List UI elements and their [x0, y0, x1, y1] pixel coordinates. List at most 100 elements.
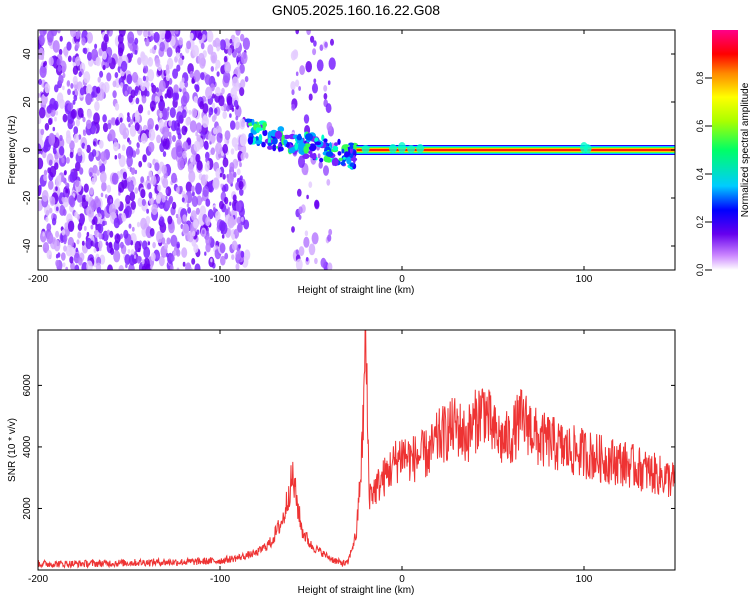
heatmap-cell: [296, 135, 302, 141]
heatmap-cell: [197, 52, 205, 65]
heatmap-cell: [118, 265, 124, 270]
heatmap-cell: [176, 111, 183, 123]
heatmap-cell: [94, 101, 100, 112]
heatmap-cell: [140, 217, 147, 230]
heatmap-cell: [84, 145, 88, 150]
heatmap-cell: [49, 97, 57, 110]
heatmap-cell: [43, 144, 48, 153]
snr-frame: [37, 329, 676, 571]
heatmap-cell: [130, 52, 134, 59]
heatmap-cell: [126, 146, 134, 159]
heatmap-cell: [291, 89, 295, 96]
heatmap-cell: [244, 152, 249, 159]
x-tick-label: -200: [28, 574, 48, 585]
heatmap-cell: [224, 130, 231, 141]
heatmap-cell: [226, 95, 233, 106]
heatmap-cell: [298, 206, 303, 215]
heatmap-cell: [291, 226, 295, 233]
heatmap-cell: [75, 31, 80, 40]
heatmap-cell: [38, 157, 44, 170]
heatmap-cell: [129, 124, 137, 137]
heatmap-cell: [175, 45, 181, 55]
heatmap-cell: [303, 236, 310, 248]
heatmap-cell: [238, 244, 241, 249]
heatmap-cell: [155, 124, 159, 131]
heatmap-cell: [119, 241, 124, 249]
heatmap-cell: [135, 97, 140, 105]
heatmap-cell: [70, 261, 75, 270]
snr-panel: -200 -100 0 100 2000 4000 6000 Height of stra…: [7, 329, 676, 596]
heatmap-cell: [128, 223, 132, 229]
heatmap-cell: [61, 229, 66, 236]
heatmap-cell: [72, 61, 76, 67]
heatmap-cell: [55, 132, 59, 138]
heatmap-cell: [307, 150, 313, 154]
heatmap-cell: [223, 55, 228, 63]
heatmap-cell: [295, 249, 299, 255]
heatmap-cell: [283, 139, 288, 145]
heatmap-cell: [185, 262, 192, 270]
heatmap-cell: [108, 129, 116, 142]
heatmap-cell: [171, 201, 177, 210]
heatmap-cell: [343, 144, 349, 148]
heatmap-cell: [388, 144, 397, 153]
heatmap-cell: [97, 76, 101, 83]
heatmap-cell: [106, 184, 112, 193]
heatmap-cell: [240, 33, 245, 42]
y-tick-label: 40: [22, 48, 33, 60]
heatmap-cell: [38, 185, 42, 193]
heatmap-cell: [254, 140, 263, 145]
heatmap-cell: [219, 173, 223, 178]
heatmap-cell: [99, 70, 104, 78]
heatmap-cell: [177, 122, 180, 127]
heatmap-cell: [326, 157, 332, 163]
heatmap-cell: [194, 263, 201, 270]
heatmap-cell: [57, 252, 61, 258]
heatmap-cell: [77, 231, 82, 239]
heatmap-cell: [127, 112, 130, 117]
heatmap-cell: [303, 114, 310, 124]
heatmap-cell: [235, 115, 239, 121]
heatmap-cell: [67, 103, 72, 111]
heatmap-cell: [54, 162, 59, 170]
heatmap-cell: [193, 219, 199, 229]
heatmap-cell: [65, 181, 68, 186]
heatmap-cell: [157, 184, 162, 192]
colorbar-tick-label: 0.8: [695, 72, 705, 85]
heatmap-cell: [349, 162, 355, 167]
heatmap-cell: [109, 230, 114, 238]
heatmap-cell: [147, 118, 155, 130]
heatmap-cell: [166, 237, 171, 245]
heatmap-cell: [107, 56, 112, 64]
heatmap-cell: [52, 147, 57, 155]
heatmap-cell: [102, 220, 106, 227]
heatmap-cell: [311, 232, 319, 245]
heatmap-cell: [63, 170, 67, 176]
heatmap-cell: [75, 119, 80, 127]
heatmap-cell: [190, 210, 197, 221]
heatmap-cell: [123, 229, 129, 239]
heatmap-cell: [51, 217, 57, 226]
heatmap-cell: [75, 56, 81, 67]
heatmap-y-axis: -40 -20 0 20 40: [22, 48, 675, 253]
heatmap-y-label: Frequency (Hz): [7, 116, 18, 185]
heatmap-cell: [231, 254, 235, 260]
y-tick-label: 0: [22, 147, 33, 153]
heatmap-cell: [205, 242, 211, 253]
heatmap-cell: [274, 130, 283, 139]
heatmap-cell: [59, 134, 63, 142]
heatmap-cell: [39, 35, 45, 46]
heatmap-cell: [61, 175, 65, 182]
heatmap-cell: [176, 64, 181, 72]
heatmap-cell: [291, 103, 296, 111]
heatmap-cell: [63, 245, 67, 252]
heatmap-cell: [150, 175, 157, 186]
heatmap-cell: [239, 175, 243, 181]
heatmap-cell: [192, 230, 196, 237]
heatmap-cell: [182, 223, 190, 236]
heatmap-cell: [69, 256, 74, 264]
heatmap-cell: [176, 186, 180, 193]
heatmap-cell: [143, 64, 149, 74]
heatmap-cell: [81, 113, 84, 118]
heatmap-cell: [49, 207, 53, 214]
